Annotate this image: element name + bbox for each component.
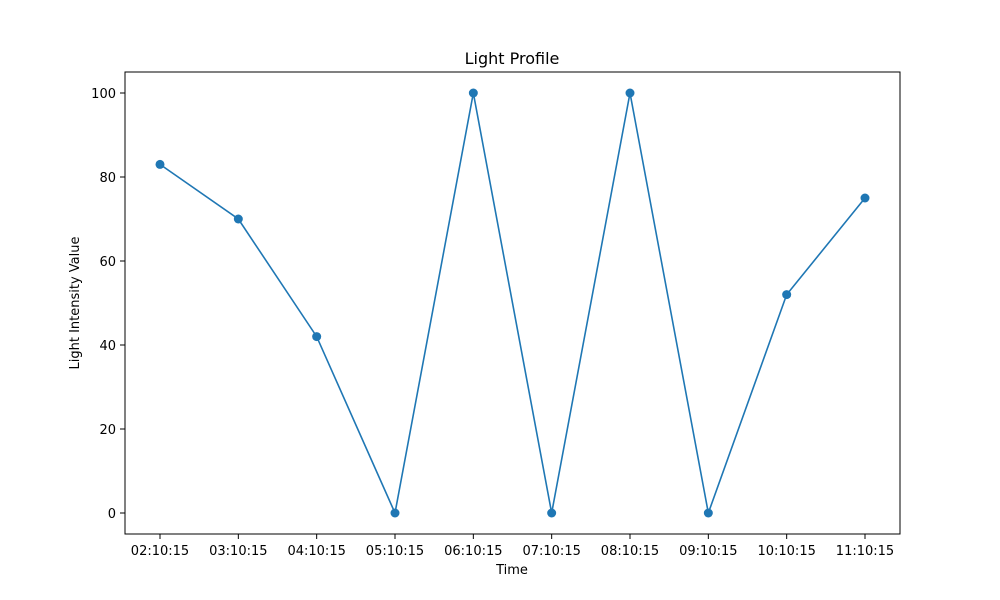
data-point: [233, 214, 243, 224]
data-point: [782, 290, 792, 300]
y-axis: 0 20 40 60 80 100: [91, 87, 125, 522]
x-tick-label: 09:10:15: [679, 544, 737, 559]
plot-frame: [124, 71, 901, 535]
data-point: [860, 193, 870, 203]
y-tick-label: 20: [99, 423, 116, 438]
series-layer: [155, 88, 870, 518]
chart-title: Light Profile: [465, 49, 560, 68]
y-tick-label: 100: [91, 87, 116, 102]
plot-area: [124, 71, 901, 535]
series-line: [159, 92, 866, 517]
data-point: [468, 88, 478, 98]
y-tick-label: 0: [108, 507, 116, 522]
x-tick-label: 06:10:15: [444, 544, 502, 559]
x-tick-label: 10:10:15: [757, 544, 815, 559]
x-axis-label: Time: [495, 563, 528, 578]
data-point: [155, 159, 165, 169]
data-point: [390, 508, 400, 518]
data-point: [547, 508, 557, 518]
data-point: [703, 508, 713, 518]
data-point: [312, 332, 322, 342]
x-tick-label: 02:10:15: [131, 544, 189, 559]
x-axis: 02:10:15 03:10:15 04:10:15 05:10:15 06:10:15…: [131, 534, 894, 559]
data-point: [625, 88, 635, 98]
y-axis-label: Light Intensity Value: [68, 237, 83, 370]
y-tick-label: 80: [99, 171, 116, 186]
x-tick-label: 03:10:15: [209, 544, 267, 559]
x-tick-label: 07:10:15: [522, 544, 580, 559]
x-tick-label: 11:10:15: [836, 544, 894, 559]
y-tick-label: 40: [99, 339, 116, 354]
x-tick-label: 08:10:15: [601, 544, 659, 559]
x-tick-label: 05:10:15: [366, 544, 424, 559]
x-tick-label: 04:10:15: [287, 544, 345, 559]
y-tick-label: 60: [99, 255, 116, 270]
